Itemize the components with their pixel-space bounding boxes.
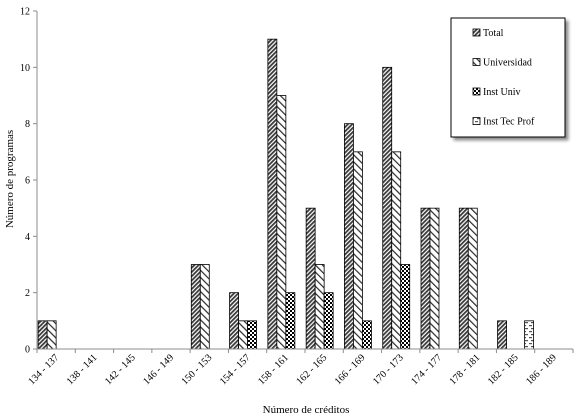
bar-inst-univ [362, 320, 372, 350]
bar-inst-univ [400, 264, 411, 350]
x-axis-label: Número de créditos [263, 404, 350, 416]
x-tick-label: 166 - 169 [333, 352, 368, 387]
legend-label: Universidad [483, 58, 532, 69]
x-axis-ticks: 134 - 137 138 - 141 142 - 145 146 - 149 150 … [26, 349, 574, 387]
x-tick-label: 142 - 145 [103, 352, 138, 387]
y-tick-label: 4 [25, 232, 30, 243]
x-tick-label: 154 - 157 [218, 352, 253, 387]
y-tick-label: 0 [25, 345, 30, 356]
bar-total [267, 38, 278, 350]
bar-universidad [467, 207, 478, 350]
bar-universidad [199, 264, 210, 350]
legend-box [450, 17, 566, 138]
bar-total [37, 320, 48, 350]
bar-inst-univ [285, 292, 296, 350]
bar-inst-univ [247, 320, 257, 350]
x-tick-label: 182 - 185 [486, 352, 521, 387]
bar-total [305, 207, 316, 350]
x-tick-label: 134 - 137 [26, 352, 61, 387]
bar-total [229, 292, 239, 350]
x-tick-label: 158 - 161 [256, 352, 291, 387]
legend-label: Inst Univ [483, 87, 521, 98]
bar-inst-tec-prof [524, 320, 534, 350]
legend-swatch [472, 28, 481, 37]
bar-universidad [353, 151, 363, 350]
y-tick-label: 2 [25, 288, 30, 299]
y-axis-label: Número de programas [4, 130, 16, 228]
bar-total [420, 207, 431, 350]
bars-layer [37, 38, 534, 350]
x-tick-label: 138 - 141 [65, 352, 100, 387]
bar-universidad [46, 320, 57, 350]
bar-total [497, 320, 507, 350]
y-axis-ticks: 0 2 4 6 8 10 12 [20, 7, 37, 356]
bar-universidad [238, 320, 248, 350]
bar-universidad [391, 151, 402, 350]
legend-label: Total [483, 28, 504, 39]
x-tick-label: 186 - 189 [524, 352, 559, 387]
y-tick-label: 12 [20, 7, 30, 18]
legend-label: Inst Tec Prof [483, 117, 535, 128]
x-tick-label: 178 - 181 [448, 352, 483, 387]
legend-swatch [472, 117, 481, 125]
bar-total [190, 264, 201, 350]
legend-swatch [472, 87, 481, 96]
x-tick-label: 150 - 153 [180, 352, 215, 387]
bar-total [344, 123, 354, 350]
legend: Total Universidad Inst Univ Inst Tec Prof [450, 17, 566, 138]
legend-swatch [472, 58, 481, 66]
bar-inst-univ [323, 292, 334, 350]
x-tick-label: 170 - 173 [371, 352, 406, 387]
bar-universidad [429, 207, 440, 350]
x-tick-label: 174 - 177 [409, 352, 444, 387]
bar-universidad [276, 95, 287, 350]
x-tick-label: 162 - 165 [294, 352, 329, 387]
bar-total [382, 66, 393, 350]
y-tick-label: 10 [20, 63, 30, 74]
bar-universidad [314, 264, 325, 350]
x-tick-label: 146 - 149 [141, 352, 176, 387]
y-tick-label: 8 [25, 119, 30, 130]
y-tick-label: 6 [25, 176, 30, 187]
bar-total [458, 207, 469, 350]
